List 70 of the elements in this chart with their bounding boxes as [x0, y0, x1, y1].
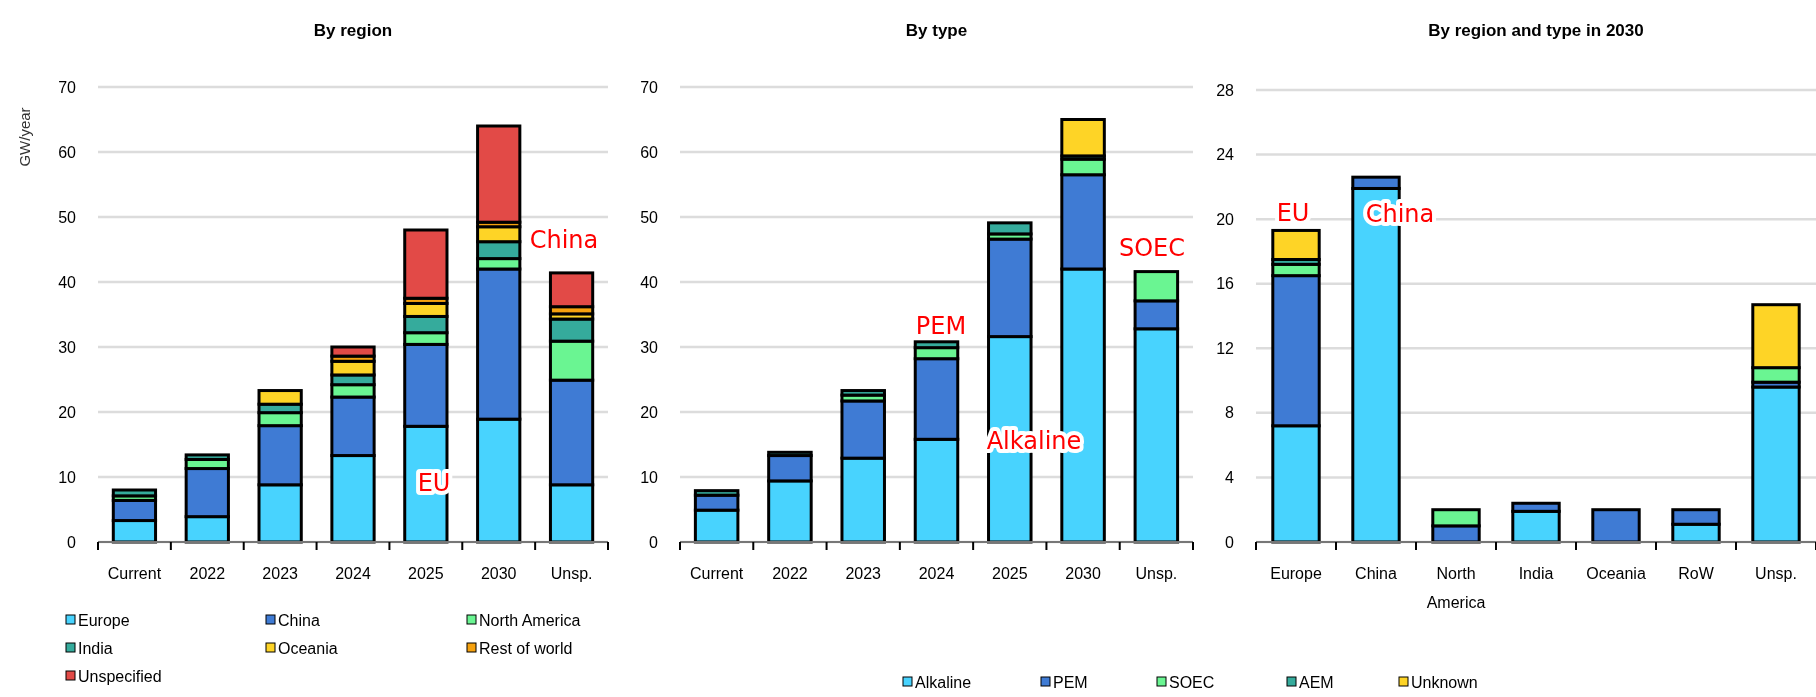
y-tick-label: 20 — [58, 403, 77, 421]
y-tick-label: 10 — [58, 468, 77, 486]
y-tick-label: 16 — [1216, 275, 1235, 293]
x-tick-label: Current — [107, 565, 162, 582]
annotation: SOEC — [1118, 234, 1186, 263]
legend-label: Alkaline — [915, 673, 972, 691]
y-tick-label: 0 — [1225, 533, 1235, 551]
x-tick-label: Unsp. — [1135, 565, 1178, 582]
y-axis-title: GW/year — [16, 107, 33, 167]
annotation: China — [529, 226, 599, 255]
legend-label: India — [78, 639, 113, 657]
legend-label: Unspecified — [78, 667, 162, 685]
legend-label: SOEC — [1169, 673, 1215, 691]
legend-label: China — [278, 611, 320, 629]
x-tick-label: Europe — [1270, 565, 1322, 582]
y-tick-label: 60 — [640, 143, 659, 161]
x-tick-label: 2030 — [1065, 565, 1101, 582]
y-tick-label: 30 — [640, 338, 659, 356]
y-tick-label: 70 — [58, 78, 77, 96]
legend-label: PEM — [1053, 673, 1088, 691]
x-tick-label: 2030 — [480, 565, 517, 582]
legend-label: Oceania — [278, 639, 338, 657]
y-tick-label: 30 — [58, 338, 77, 356]
y-tick-label: 20 — [1216, 210, 1235, 228]
annotation: EU — [1276, 199, 1310, 228]
y-tick-label: 20 — [640, 403, 659, 421]
y-tick-label: 40 — [640, 273, 659, 291]
bar — [1060, 118, 1106, 158]
legend-label: North America — [479, 611, 581, 629]
x-tick-label: 2022 — [772, 565, 808, 582]
legend-label: Unknown — [1411, 673, 1478, 691]
legend-label: Rest of world — [479, 639, 573, 657]
y-tick-label: 0 — [649, 533, 659, 551]
x-tick-label: 2023 — [262, 565, 299, 582]
annotation: PEM — [915, 312, 967, 341]
y-tick-label: 12 — [1216, 339, 1235, 357]
y-tick-label: 28 — [1216, 81, 1235, 99]
y-tick-label: 70 — [640, 78, 659, 96]
x-tick-label: Unsp. — [1755, 565, 1797, 582]
x-tick-label: 2022 — [189, 565, 226, 582]
bar — [1591, 508, 1641, 544]
y-tick-label: 10 — [640, 468, 659, 486]
x-tick-label: North America — [1426, 565, 1486, 611]
legend-label: Europe — [78, 611, 130, 629]
x-tick-label: Oceania — [1586, 565, 1646, 582]
x-tick-label: 2023 — [845, 565, 882, 582]
y-tick-label: 24 — [1216, 146, 1235, 164]
chart-title: By type — [905, 21, 968, 40]
x-tick-label: RoW — [1678, 565, 1715, 582]
x-tick-label: India — [1518, 565, 1554, 582]
x-tick-label: 2024 — [918, 565, 955, 582]
annotation: China — [1365, 200, 1435, 229]
x-tick-label: 2025 — [408, 565, 444, 582]
chart-title: By region — [313, 21, 393, 40]
y-tick-label: 60 — [58, 143, 77, 161]
y-tick-label: 0 — [67, 533, 77, 551]
x-tick-label: China — [1355, 565, 1397, 582]
y-tick-label: 40 — [58, 273, 77, 291]
y-tick-label: 4 — [1225, 469, 1235, 487]
y-tick-label: 50 — [640, 208, 659, 226]
bar — [111, 488, 158, 498]
y-tick-label: 8 — [1225, 404, 1235, 422]
bar — [476, 124, 522, 224]
x-tick-label: 2024 — [335, 565, 371, 582]
x-tick-label: Unsp. — [550, 565, 593, 582]
chart-title: By region and type in 2030 — [1428, 21, 1644, 40]
y-tick-label: 50 — [58, 208, 77, 226]
x-tick-label: Current — [689, 565, 744, 582]
x-tick-label: 2025 — [991, 565, 1028, 582]
legend-label: AEM — [1299, 673, 1334, 691]
